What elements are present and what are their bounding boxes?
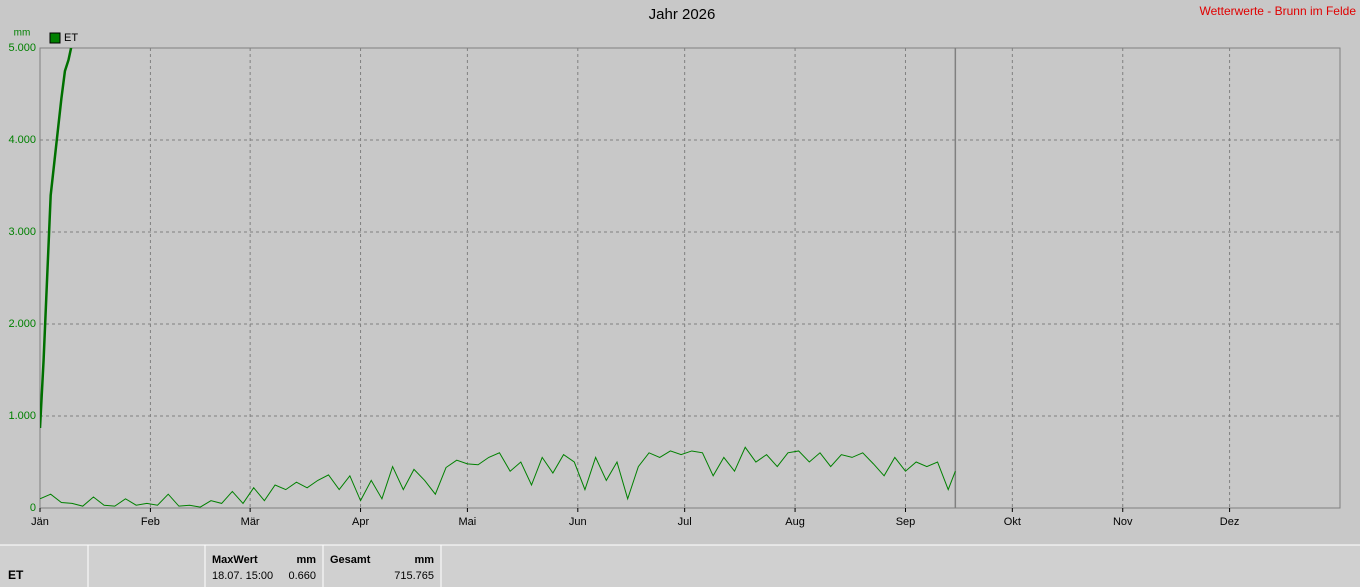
x-tick-label: Okt (1004, 516, 1021, 528)
x-tick-label: Apr (352, 516, 369, 528)
y-unit: mm (14, 28, 31, 39)
x-tick-label: Mär (241, 516, 260, 528)
y-tick-label: 3.000 (8, 226, 36, 238)
y-tick-label: 4.000 (8, 134, 36, 146)
stats-total-label: Gesamt (330, 554, 371, 566)
stats-panel (0, 545, 1360, 587)
stats-total-unit: mm (414, 554, 434, 566)
y-tick-label: 1.000 (8, 410, 36, 422)
legend-label: ET (64, 32, 78, 44)
x-tick-label: Nov (1113, 516, 1133, 528)
stats-max-unit: mm (296, 554, 316, 566)
x-tick-label: Jun (569, 516, 587, 528)
stats-max-time: 18.07. 15:00 (212, 570, 273, 582)
plot-area (39, 47, 1341, 509)
series-line (40, 48, 73, 429)
legend-swatch (49, 32, 61, 44)
series-line (40, 446, 956, 508)
stats-series: ET (8, 568, 24, 582)
x-tick-label: Dez (1220, 516, 1240, 528)
y-tick-label: 0 (30, 502, 36, 514)
stats-total-value: 715.765 (394, 570, 434, 582)
y-tick-label: 2.000 (8, 318, 36, 330)
x-tick-label: Jän (31, 516, 49, 528)
x-tick-label: Mai (459, 516, 477, 528)
x-tick-label: Feb (141, 516, 160, 528)
y-tick-label: 5.000 (8, 42, 36, 54)
x-tick-label: Sep (896, 516, 916, 528)
chart-title: Jahr 2026 (649, 6, 716, 23)
x-tick-label: Aug (785, 516, 805, 528)
stats-max-value: 0.660 (288, 570, 316, 582)
stats-max-label: MaxWert (212, 554, 258, 566)
source-label: Wetterwerte - Brunn im Felde (1200, 4, 1357, 18)
x-tick-label: Jul (678, 516, 692, 528)
